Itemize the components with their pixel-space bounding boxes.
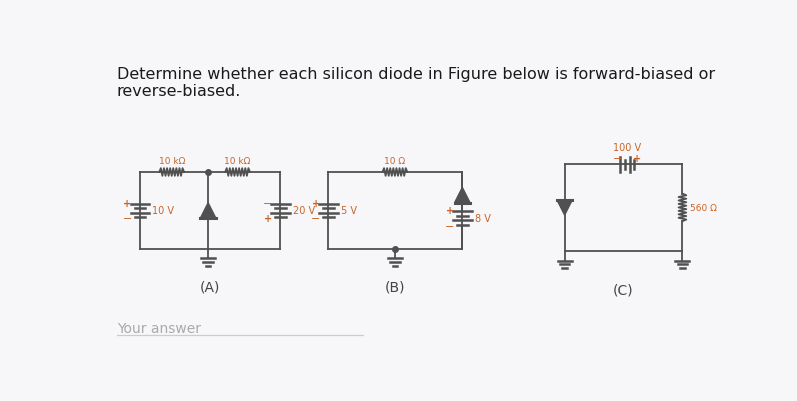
Text: 100 V: 100 V [614,143,642,152]
Polygon shape [454,188,470,203]
Text: (C): (C) [613,282,634,296]
Polygon shape [557,200,572,216]
Text: (A): (A) [199,280,220,294]
Text: −: − [311,214,320,224]
Text: +: + [446,206,454,216]
Text: +: + [312,198,320,208]
Text: 8 V: 8 V [475,214,491,224]
Text: 10 kΩ: 10 kΩ [225,157,251,166]
Text: 10 kΩ: 10 kΩ [159,157,185,166]
Text: −: − [613,154,622,164]
Text: 560 Ω: 560 Ω [690,203,717,213]
Text: reverse-biased.: reverse-biased. [116,83,241,98]
Text: +: + [634,154,642,164]
Text: +: + [124,198,132,208]
Text: 20 V: 20 V [292,206,315,216]
Text: (B): (B) [385,280,405,294]
Text: +: + [264,214,272,224]
Text: −: − [263,198,273,208]
Polygon shape [200,203,216,219]
Text: Determine whether each silicon diode in Figure below is forward-biased or: Determine whether each silicon diode in … [116,67,715,81]
Text: 10 Ω: 10 Ω [384,157,406,166]
Text: 10 V: 10 V [152,206,175,216]
Text: −: − [446,221,454,231]
Text: −: − [123,214,132,224]
Text: 5 V: 5 V [340,206,356,216]
Text: Your answer: Your answer [116,322,201,336]
